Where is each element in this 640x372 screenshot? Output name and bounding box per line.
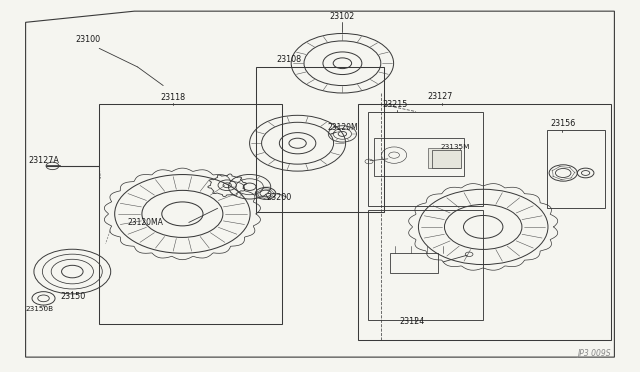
Text: 23120M: 23120M — [328, 123, 358, 132]
Text: JP3 009S: JP3 009S — [577, 349, 611, 358]
Bar — [428, 148, 460, 168]
Bar — [99, 104, 282, 324]
Text: 23127: 23127 — [428, 92, 453, 101]
Bar — [374, 138, 464, 176]
Text: 23200: 23200 — [266, 193, 291, 202]
Bar — [368, 210, 483, 320]
Text: 23127A: 23127A — [28, 156, 59, 165]
Bar — [368, 112, 483, 206]
Text: 23150: 23150 — [61, 292, 86, 301]
Text: 23135M: 23135M — [440, 144, 470, 150]
Bar — [358, 104, 611, 340]
Text: 23124: 23124 — [399, 317, 424, 326]
Bar — [256, 67, 384, 212]
Bar — [432, 150, 461, 168]
Text: 23118: 23118 — [160, 93, 185, 102]
Bar — [390, 253, 438, 273]
Text: 23102: 23102 — [330, 12, 355, 21]
Text: 23120MA: 23120MA — [128, 218, 164, 227]
Bar — [547, 130, 605, 208]
Text: 23108: 23108 — [276, 55, 301, 64]
Text: 23100: 23100 — [76, 35, 100, 44]
Text: 23150B: 23150B — [26, 307, 54, 312]
Text: 23156: 23156 — [550, 119, 575, 128]
Text: 23215: 23215 — [383, 100, 408, 109]
